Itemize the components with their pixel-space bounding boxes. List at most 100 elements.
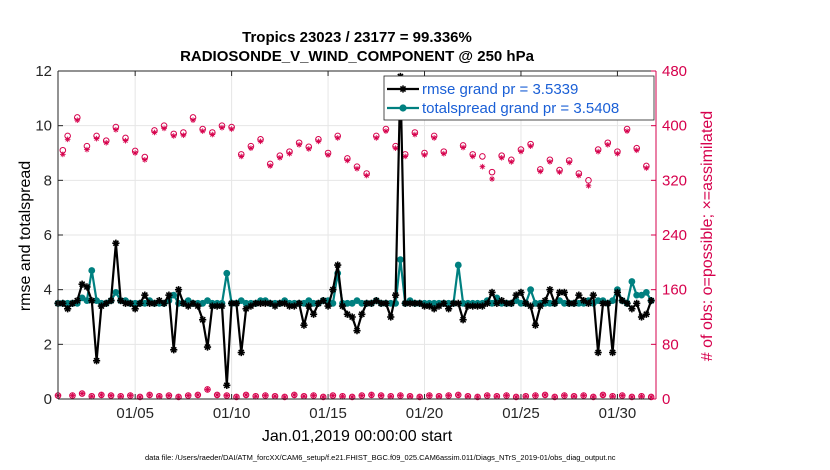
obs-assimilated-point [619, 392, 626, 399]
totalspread-point [546, 299, 554, 307]
rmse-point [502, 299, 511, 307]
totalspread-point [454, 261, 462, 269]
rmse-point [372, 297, 380, 305]
totalspread-point [527, 286, 535, 294]
obs-assimilated-point [74, 117, 81, 123]
obs-assimilated-point [88, 393, 95, 400]
rmse-point [555, 288, 564, 296]
obs-assimilated-point [522, 393, 529, 400]
rmse-point [551, 299, 559, 307]
rmse-point [309, 310, 318, 318]
rmse-point [189, 299, 197, 307]
obs-assimilated-point [585, 183, 592, 189]
y-axis-label: rmse and totalspread [17, 161, 34, 311]
obs-assimilated-point [436, 393, 442, 400]
rmse-point [232, 299, 241, 307]
totalspread-point [64, 299, 72, 307]
obs-assimilated-point [64, 136, 71, 143]
obs-assimilated-point [60, 151, 66, 158]
obs-assimilated-point [315, 138, 322, 145]
obs-assimilated-point [551, 394, 558, 400]
obs-assimilated-point [633, 147, 640, 154]
rmse-point [319, 297, 327, 305]
rmse-point [223, 381, 231, 389]
obs-assimilated-point [98, 392, 105, 398]
obs-assimilated-point [638, 393, 645, 400]
obs-assimilated-point [151, 129, 158, 136]
obs-assimilated-point [484, 392, 491, 399]
rmse-point [584, 299, 593, 307]
rmse-point [546, 286, 554, 294]
obs-assimilated-point [469, 153, 476, 160]
obs-assimilated-point [209, 131, 216, 138]
rmse-point [165, 291, 173, 299]
x-axis-label: Jan.01,2019 00:00:00 start [262, 428, 453, 445]
obs-assimilated-point [354, 165, 360, 172]
obs-assimilated-point [460, 144, 466, 151]
obs-assimilated-point [325, 152, 331, 158]
legend: rmse grand pr = 3.5339 totalspread grand… [383, 75, 655, 121]
rmse-point [295, 299, 303, 307]
series-totalspread [54, 256, 655, 307]
rmse-point [527, 302, 535, 310]
rmse-point [73, 297, 81, 305]
rmse-point [184, 302, 192, 310]
legend-rmse-label: rmse grand pr = 3.5339 [422, 81, 578, 98]
rmse-point [155, 297, 163, 305]
obs-assimilated-point [532, 392, 539, 399]
data-file-footnote: data file: /Users/raeder/DAI/ATM_forcXX/… [145, 453, 616, 462]
rmse-point [391, 291, 400, 299]
obs-assimilated-point [508, 159, 515, 165]
obs-assimilated-point [277, 154, 283, 161]
rmse-point [218, 302, 226, 310]
obs-assimilated-point [272, 393, 278, 400]
rmse-point [425, 302, 433, 310]
obs-assimilated-point [344, 157, 351, 164]
legend-box [383, 75, 655, 121]
rmse-point [445, 305, 453, 313]
obs-assimilated-point [359, 392, 365, 399]
rmse-point [570, 299, 578, 307]
obs-assimilated-point [339, 393, 346, 400]
totalspread-point [430, 299, 438, 307]
rmse-point [401, 299, 409, 307]
obs-assimilated-point [334, 135, 341, 141]
rmse-point [97, 302, 106, 310]
legend-rmse-asterisk [399, 85, 407, 93]
rmse-point [126, 299, 134, 307]
rmse-point [498, 297, 506, 305]
obs-assimilated-point [527, 143, 534, 149]
x-tick-label: 01/15 [309, 405, 347, 422]
rmse-point [589, 291, 597, 299]
rmse-line [58, 75, 653, 387]
obs-assimilated-point [402, 153, 409, 160]
totalspread-point [642, 289, 650, 296]
totalspread-point [628, 278, 636, 285]
obs-assimilated-point [262, 392, 269, 399]
rmse-point [594, 348, 602, 357]
rmse-point [266, 299, 274, 307]
rmse-point [493, 299, 501, 307]
obs-assimilated-point [195, 392, 201, 398]
rmse-point [522, 299, 530, 307]
rmse-point [353, 327, 361, 335]
rmse-point [464, 302, 472, 310]
legend-spread-marker [399, 104, 407, 112]
obs-assimilated-point [445, 392, 452, 399]
y2-axis-label: # of obs: o=possible; ×=assimilated [699, 111, 716, 361]
rmse-point [358, 310, 366, 318]
totalspread-point [575, 299, 583, 307]
rmse-point [623, 299, 631, 307]
obs-assimilated-point [518, 148, 524, 155]
rmse-point [92, 357, 101, 365]
totalspread-point [83, 297, 91, 304]
obs-assimilated-point [190, 117, 196, 123]
rmse-point [314, 299, 323, 307]
rmse-point [121, 299, 130, 307]
obs-assimilated-point [580, 392, 587, 399]
obs-assimilated-point [479, 163, 486, 170]
obs-assimilated-point [103, 139, 110, 146]
x-tick-label: 01/10 [213, 405, 251, 422]
rmse-point [170, 346, 178, 354]
rmse-point [367, 299, 376, 307]
